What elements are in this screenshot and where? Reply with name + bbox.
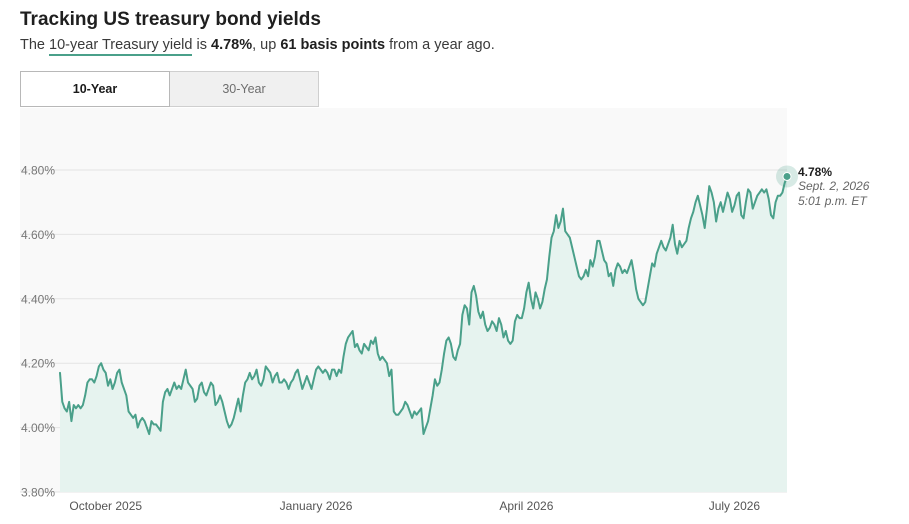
chart-subtitle: The 10-year Treasury yield is 4.78%, up … (20, 37, 495, 56)
current-yield-value: 4.78% (211, 37, 253, 53)
tab-10-year[interactable]: 10-Year (20, 71, 170, 107)
tab-30-year[interactable]: 30-Year (170, 71, 319, 107)
chart-title: Tracking US treasury bond yields (20, 9, 321, 30)
last-point-marker (782, 171, 792, 181)
y-tick-label: 4.40% (21, 292, 55, 306)
yield-change-value: 61 basis points (280, 37, 386, 53)
subtitle-prefix: The (20, 37, 50, 53)
y-tick-label: 4.60% (21, 228, 55, 242)
y-tick-label: 4.20% (21, 357, 55, 371)
last-value-label: 4.78% (798, 165, 832, 179)
x-tick-label: October 2025 (69, 499, 142, 513)
y-tick-label: 4.00% (21, 421, 55, 435)
subtitle-mid-2: , up (252, 37, 281, 53)
series-line (59, 175, 788, 436)
subtitle-mid-1: is (192, 37, 211, 53)
y-tick-label: 4.80% (21, 164, 55, 178)
x-tick-label: April 2026 (499, 499, 553, 513)
yield-line-chart: 3.80% 4.00% 4.20% 4.40% 4.60% 4.80% October 20… (20, 108, 870, 513)
ten-year-yield-link[interactable]: 10-year Treasury yield (49, 37, 193, 56)
x-tick-label: January 2026 (280, 499, 353, 513)
maturity-tabs: 10-Year 30-Year (20, 71, 319, 107)
subtitle-suffix: from a year ago. (385, 37, 495, 53)
last-date-label: Sept. 2, 2026 (798, 179, 870, 193)
y-tick-label: 3.80% (21, 486, 55, 500)
x-tick-label: July 2026 (709, 499, 761, 513)
last-time-label: 5:01 p.m. ET (798, 194, 868, 208)
series-area (60, 176, 787, 492)
